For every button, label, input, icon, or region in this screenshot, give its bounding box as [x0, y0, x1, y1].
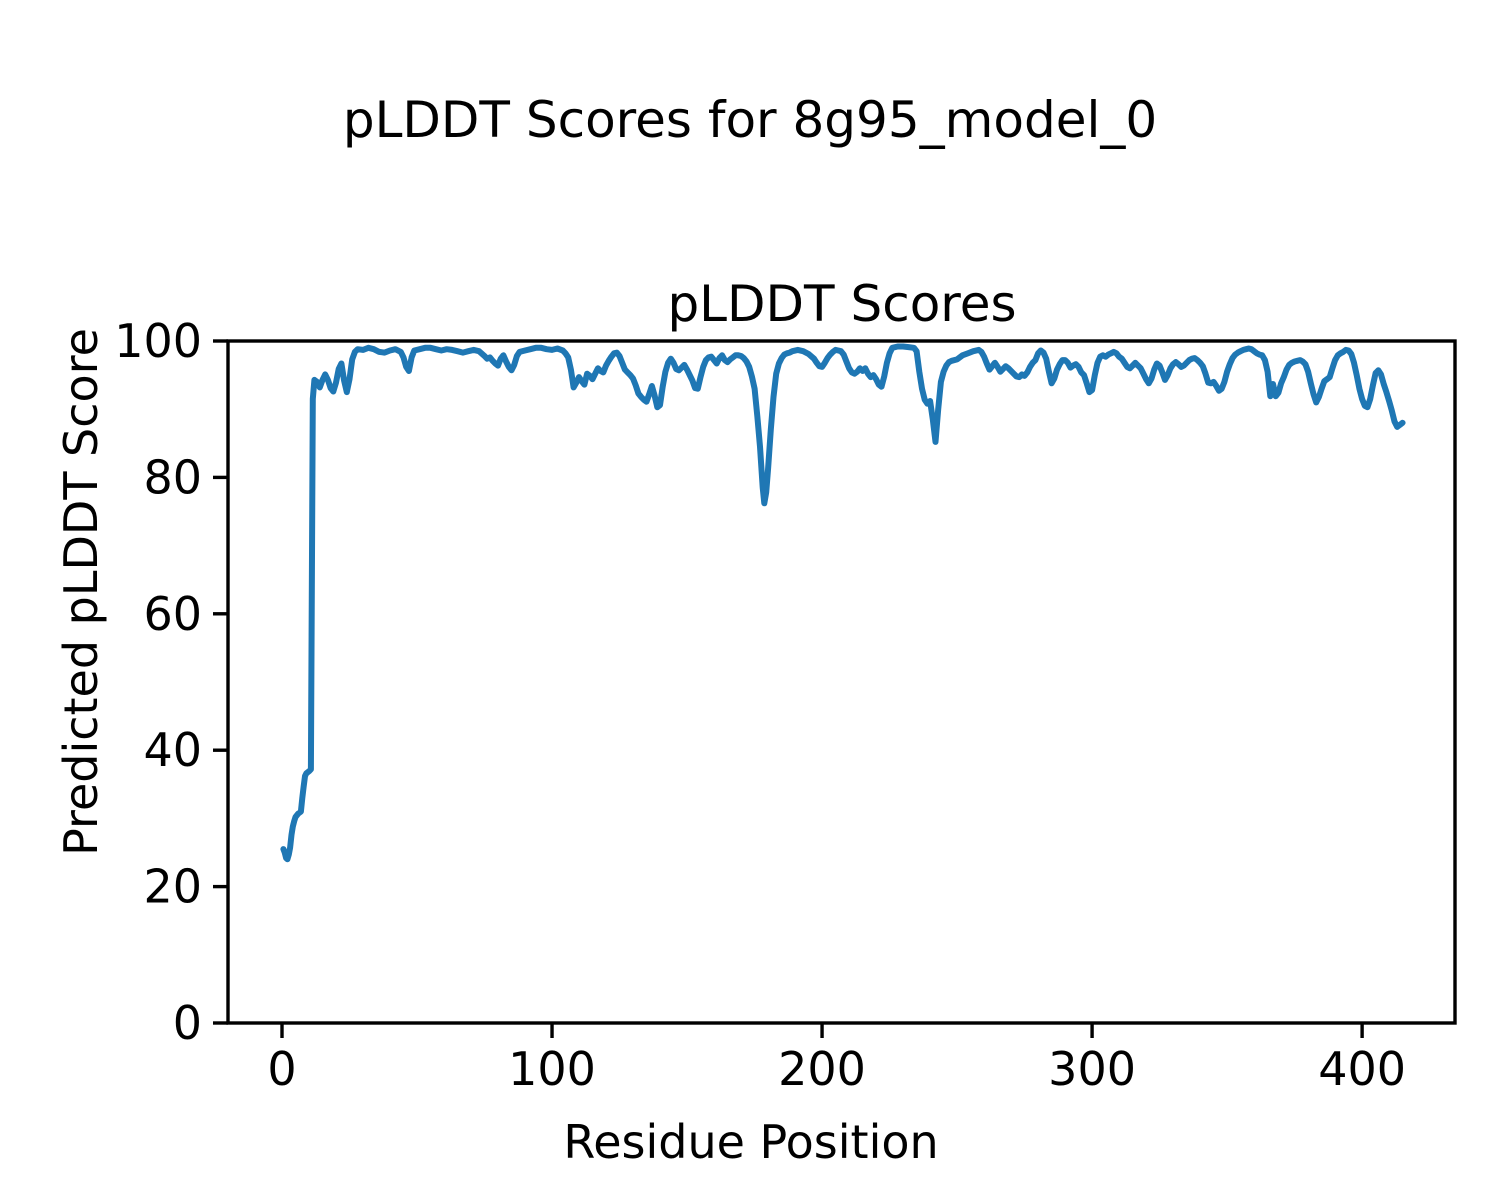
x-tick-label-1: 100 [508, 1042, 596, 1096]
y-tick-label-0: 0 [173, 996, 202, 1050]
figure-title: pLDDT Scores for 8g95_model_0 [343, 91, 1157, 149]
x-tick-label-3: 300 [1048, 1042, 1136, 1096]
axes-spines [226, 339, 1457, 1025]
y-tick-label-5: 100 [114, 314, 202, 368]
y-axis-label: Predicted pLDDT Score [54, 328, 108, 856]
axes-title: pLDDT Scores [667, 275, 1016, 333]
x-tick-label-4: 400 [1318, 1042, 1406, 1096]
plddt-series-line [280, 343, 1406, 863]
y-tick-label-4: 80 [143, 450, 202, 504]
axes-layer: 0 100 200 300 400 0 20 40 60 80 100 [114, 314, 1457, 1096]
x-axis-label: Residue Position [563, 1115, 938, 1169]
y-tick-label-2: 40 [143, 723, 202, 777]
x-tick-label-0: 0 [267, 1042, 296, 1096]
data-layer [280, 343, 1406, 863]
y-tick-label-1: 20 [143, 860, 202, 914]
x-tick-label-2: 200 [778, 1042, 866, 1096]
y-tick-label-3: 60 [143, 587, 202, 641]
